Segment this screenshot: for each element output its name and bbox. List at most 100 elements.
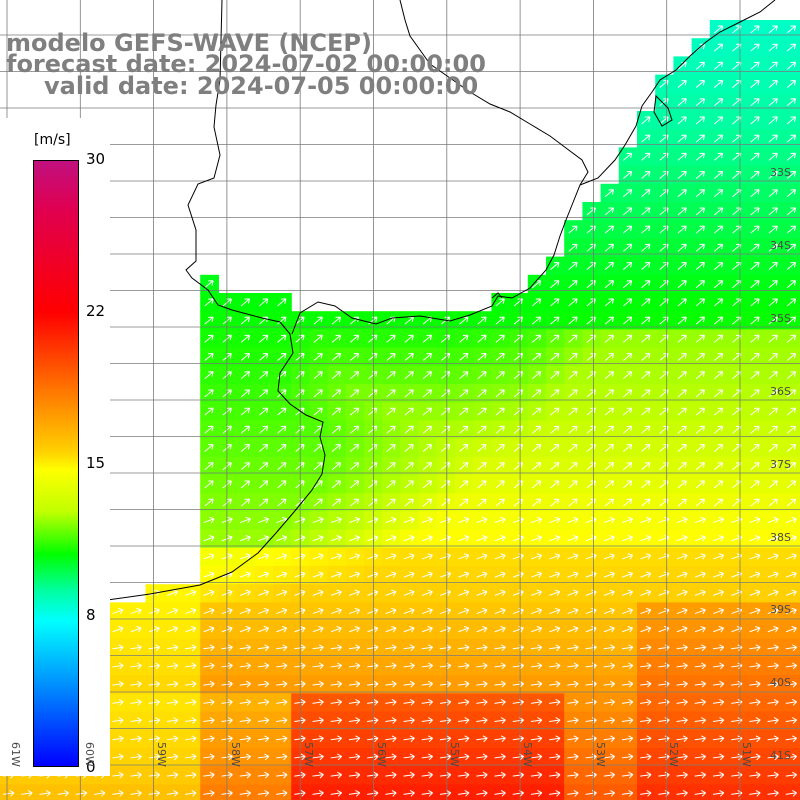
wind-arrow bbox=[677, 371, 687, 380]
wind-arrow bbox=[348, 698, 361, 706]
wind-arrow bbox=[512, 626, 524, 633]
wind-arrow bbox=[349, 407, 360, 416]
wind-arrow bbox=[549, 680, 561, 688]
wind-arrow bbox=[749, 662, 761, 670]
wind-arrow bbox=[694, 571, 706, 578]
wind-arrow bbox=[695, 79, 706, 88]
wind-arrow bbox=[458, 698, 470, 706]
wind-arrow bbox=[694, 589, 706, 597]
wind-cell bbox=[327, 784, 347, 800]
wind-arrow bbox=[549, 589, 561, 597]
wind-arrow bbox=[330, 626, 342, 633]
wind-arrow bbox=[130, 662, 142, 670]
wind-arrow bbox=[550, 316, 560, 325]
wind-arrow bbox=[276, 571, 288, 578]
wind-arrow bbox=[676, 662, 688, 670]
wind-arrow bbox=[713, 462, 724, 471]
wind-arrow bbox=[166, 698, 179, 706]
wind-arrow bbox=[750, 316, 760, 325]
wind-arrow bbox=[258, 480, 269, 489]
wind-arrow bbox=[494, 753, 506, 761]
wind-arrow bbox=[567, 607, 579, 615]
wind-arrow bbox=[421, 753, 434, 761]
wind-arrow bbox=[621, 717, 634, 724]
wind-arrow bbox=[258, 607, 270, 615]
lon-label-61w: 61W bbox=[9, 742, 22, 767]
wind-arrow bbox=[203, 553, 215, 560]
wind-arrow bbox=[768, 79, 778, 88]
wind-arrow bbox=[440, 371, 451, 380]
wind-arrow bbox=[495, 498, 505, 507]
wind-arrow bbox=[349, 589, 361, 597]
wind-arrow bbox=[750, 298, 760, 307]
wind-arrow bbox=[185, 680, 197, 688]
wind-arrow bbox=[568, 443, 578, 452]
wind-arrow bbox=[567, 735, 579, 743]
wind-arrow bbox=[677, 170, 687, 179]
wind-arrow bbox=[677, 189, 687, 198]
wind-arrow bbox=[204, 462, 214, 471]
wind-arrow bbox=[494, 589, 506, 597]
wind-arrow bbox=[239, 771, 252, 779]
wind-arrow bbox=[768, 25, 778, 34]
wind-arrow bbox=[203, 589, 215, 597]
wind-arrow bbox=[713, 79, 724, 88]
wind-arrow bbox=[330, 735, 343, 743]
wind-arrow bbox=[640, 680, 652, 688]
wind-arrow bbox=[713, 170, 724, 179]
wind-arrow bbox=[240, 462, 251, 471]
wind-arrow bbox=[767, 553, 779, 560]
wind-arrow bbox=[621, 735, 634, 743]
wind-arrow bbox=[604, 389, 615, 398]
wind-arrow bbox=[421, 771, 434, 779]
wind-arrow bbox=[330, 535, 342, 542]
wind-arrow bbox=[640, 753, 652, 761]
wind-arrow bbox=[330, 771, 343, 779]
wind-arrow bbox=[567, 789, 579, 797]
wind-arrow bbox=[421, 589, 433, 597]
wind-arrow bbox=[421, 535, 433, 542]
wind-arrow bbox=[403, 589, 415, 597]
lat-label-36s: 36S bbox=[770, 385, 791, 398]
lon-label-56w: 56W bbox=[375, 742, 388, 767]
wind-arrow bbox=[349, 352, 360, 361]
wind-arrow bbox=[768, 243, 778, 252]
wind-arrow bbox=[530, 644, 543, 652]
wind-arrow bbox=[641, 261, 651, 270]
wind-arrow bbox=[276, 789, 288, 797]
wind-arrow bbox=[422, 425, 433, 434]
wind-arrow bbox=[21, 789, 33, 797]
wind-arrow bbox=[203, 717, 215, 724]
wind-arrow bbox=[312, 753, 324, 761]
wind-arrow bbox=[203, 607, 215, 615]
wind-arrow bbox=[695, 98, 706, 107]
wind-arrow bbox=[404, 425, 414, 434]
wind-arrow bbox=[622, 462, 633, 471]
wind-arrow bbox=[368, 389, 378, 398]
wind-arrow bbox=[586, 207, 596, 216]
wind-arrow bbox=[603, 680, 616, 688]
wind-arrow bbox=[476, 553, 488, 560]
wind-arrow bbox=[331, 407, 342, 416]
wind-arrow bbox=[386, 371, 396, 380]
wind-arrow bbox=[240, 480, 251, 489]
wind-arrow bbox=[476, 535, 488, 542]
wind-arrow bbox=[439, 771, 452, 779]
wind-arrow bbox=[386, 462, 396, 471]
wind-cell bbox=[127, 784, 147, 800]
wind-arrow bbox=[204, 425, 214, 434]
wind-arrow bbox=[640, 589, 652, 597]
wind-arrow bbox=[148, 626, 160, 633]
wind-arrow bbox=[586, 261, 596, 270]
wind-arrow bbox=[768, 425, 778, 434]
wind-arrow bbox=[257, 789, 270, 797]
wind-arrow bbox=[130, 698, 142, 706]
wind-arrow bbox=[786, 371, 797, 380]
wind-arrow bbox=[786, 480, 797, 489]
wind-arrow bbox=[130, 626, 142, 633]
wind-arrow bbox=[694, 644, 707, 652]
wind-arrow bbox=[440, 498, 451, 507]
wind-arrow bbox=[313, 407, 323, 416]
wind-arrow bbox=[531, 389, 542, 398]
